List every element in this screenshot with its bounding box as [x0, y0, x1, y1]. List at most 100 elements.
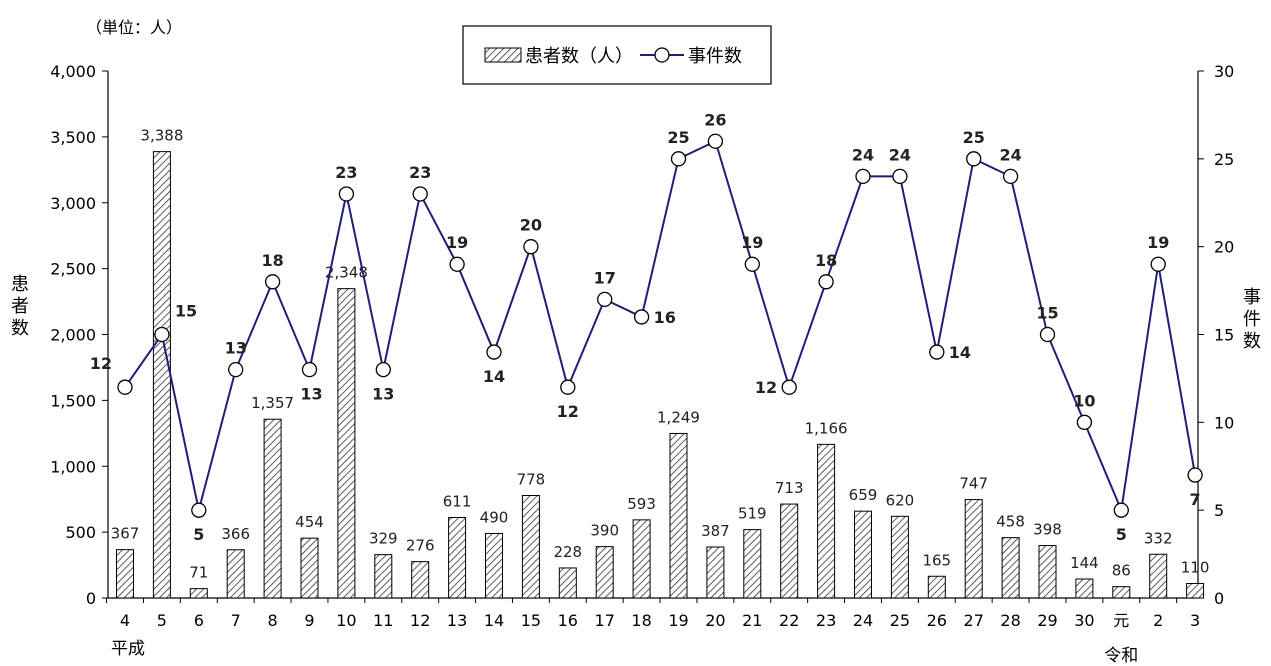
case-label-18: 16: [654, 308, 676, 327]
bar-4: [116, 549, 134, 599]
right-tick-label: 30: [1214, 62, 1234, 81]
x-tick-label-29: 29: [1037, 611, 1057, 630]
case-point-22: [781, 379, 797, 395]
case-label-4: 12: [90, 354, 112, 373]
left-tick-label: 2,000: [50, 326, 96, 345]
case-point-13: [449, 256, 465, 272]
bar-label-27: 747: [959, 475, 988, 493]
bar-9: [300, 537, 319, 599]
case-point-6: [191, 502, 207, 518]
case-label-29: 15: [1036, 304, 1058, 323]
x-tick-label-14: 14: [484, 611, 504, 630]
case-point-26: [929, 344, 945, 360]
case-label-13: 19: [446, 233, 468, 252]
case-label-27: 25: [963, 128, 985, 147]
right-tick-label: 25: [1214, 150, 1234, 169]
case-label-12: 23: [409, 163, 431, 182]
x-tick-label-15: 15: [521, 611, 541, 630]
legend-bar-swatch: [484, 47, 522, 63]
case-label-17: 17: [594, 268, 616, 287]
bar-label-8: 1,357: [251, 394, 294, 412]
bar-5: [152, 151, 171, 599]
left-tick-label: 4,000: [50, 62, 96, 81]
case-point-11: [375, 361, 391, 378]
bar-label-20: 387: [701, 522, 730, 540]
bar-24: [854, 510, 872, 599]
case-label-15: 20: [520, 216, 542, 235]
x-tick-label-6: 6: [194, 611, 204, 630]
case-label-3: 7: [1190, 490, 1201, 509]
left-axis-title-char: 数: [11, 318, 29, 339]
case-point-17: [597, 291, 613, 308]
case-point-15: [523, 239, 539, 255]
bar-21: [743, 529, 762, 599]
x-tick-label-9: 9: [304, 611, 314, 630]
right-axis-title-char: 数: [1243, 331, 1261, 352]
case-label-23: 18: [815, 251, 837, 270]
bar-label-14: 490: [480, 508, 509, 526]
legend-line-label: 事件数: [688, 46, 742, 67]
x-tick-label-26: 26: [927, 611, 947, 630]
case-label-20: 26: [704, 110, 726, 129]
left-tick-label: 3,500: [50, 128, 96, 147]
case-label-10: 23: [335, 163, 357, 182]
x-tick-label-8: 8: [268, 611, 278, 630]
case-label-8: 18: [261, 251, 283, 270]
bar-label-2: 332: [1144, 529, 1173, 547]
x-tick-label-18: 18: [631, 611, 651, 630]
cases-line: [124, 139, 1197, 514]
bar-label-24: 659: [849, 486, 878, 504]
axes: 0 500 1,000 1,500 2,000 2,500 3,000 3,500 4,000 0…: [50, 62, 1234, 608]
case-label-30: 10: [1073, 391, 1095, 410]
right-tick-label: 20: [1214, 238, 1234, 257]
bar-label-7: 366: [221, 525, 250, 543]
right-tick-label: 15: [1214, 326, 1234, 345]
case-label-28: 24: [999, 145, 1021, 164]
x-tick-label-12: 12: [410, 611, 430, 630]
x-tick-label-2: 2: [1153, 611, 1163, 630]
x-tick-label-11: 11: [373, 611, 393, 630]
x-tick-label-25: 25: [890, 611, 910, 630]
case-point-4: [117, 379, 133, 395]
left-tick-label: 500: [65, 523, 96, 542]
bar-label-25: 620: [886, 491, 915, 509]
case-label-22: 12: [755, 378, 777, 397]
case-point-12: [412, 186, 428, 202]
bar-19: [669, 432, 688, 599]
bar-label-16: 228: [553, 543, 582, 561]
bar-23: [817, 443, 836, 599]
x-tick-label-10: 10: [336, 611, 356, 630]
bar-28: [1001, 537, 1020, 599]
bar-20: [706, 546, 725, 599]
case-label-2: 19: [1147, 233, 1169, 252]
era-label: 令和: [1104, 646, 1138, 666]
bar-7: [226, 549, 245, 599]
case-label-19: 25: [667, 128, 689, 147]
left-tick-label: 1,500: [50, 391, 96, 410]
right-axis-title-char: 件: [1243, 309, 1261, 330]
case-label-14: 14: [483, 367, 505, 386]
bar-10: [337, 288, 356, 599]
case-label-26: 14: [949, 343, 971, 362]
x-tick-label-16: 16: [558, 611, 578, 630]
case-point-14: [486, 344, 502, 360]
legend-bar-label: 患者数（人）: [525, 46, 633, 67]
x-tick-label-21: 21: [742, 611, 762, 630]
bar-29: [1038, 545, 1057, 599]
bar-13: [448, 517, 467, 599]
bar-label-21: 519: [738, 505, 767, 523]
left-axis-title: 患者数: [11, 274, 29, 339]
case-label-6: 5: [193, 525, 204, 544]
case-point-24: [855, 168, 871, 185]
bar-15: [521, 494, 540, 599]
bar-18: [632, 519, 651, 599]
case-label-7: 13: [225, 339, 247, 358]
bar-label-22: 713: [775, 479, 804, 497]
bar-3: [1186, 583, 1205, 599]
case-label-25: 24: [889, 145, 911, 164]
x-tick-label-28: 28: [1000, 611, 1020, 630]
case-point-元: [1113, 502, 1129, 518]
bar-label-28: 458: [996, 513, 1025, 531]
bar-6: [189, 588, 208, 599]
